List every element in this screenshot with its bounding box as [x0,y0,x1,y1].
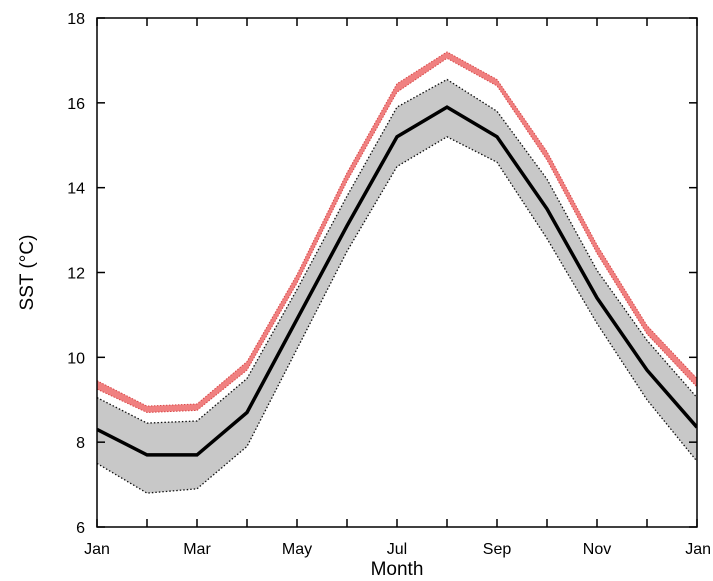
range-band-grey [97,79,697,494]
plot-content [97,51,697,494]
x-tick-label: Nov [583,541,611,558]
y-tick-label: 16 [67,96,85,113]
x-tick-label: Jan [84,541,110,558]
range-band-grey-upper-edge [97,78,697,424]
x-tick-label: Jan [685,541,711,558]
y-tick-label: 10 [67,350,85,367]
y-tick-label: 12 [67,266,85,283]
y-tick-label: 6 [76,520,85,537]
y-axis-label: SST (°C) [17,235,38,311]
range-band-grey-lower-edge [97,136,697,494]
x-tick-label: Sep [483,541,512,558]
x-tick-label: Mar [183,541,211,558]
axes: 6 8 10 12 14 16 18 Jan Mar May Jul Sep Nov Jan [67,11,711,558]
x-axis-label: Month [371,559,424,580]
series-line-mean [97,105,697,457]
y-tick-label: 14 [67,181,85,198]
range-band-red [97,51,697,414]
y-tick-label: 18 [67,11,85,28]
plot-area [97,51,697,494]
x-tick-label: Jul [387,541,407,558]
y-tick-label: 8 [76,435,85,452]
x-tick-label: May [282,541,312,558]
